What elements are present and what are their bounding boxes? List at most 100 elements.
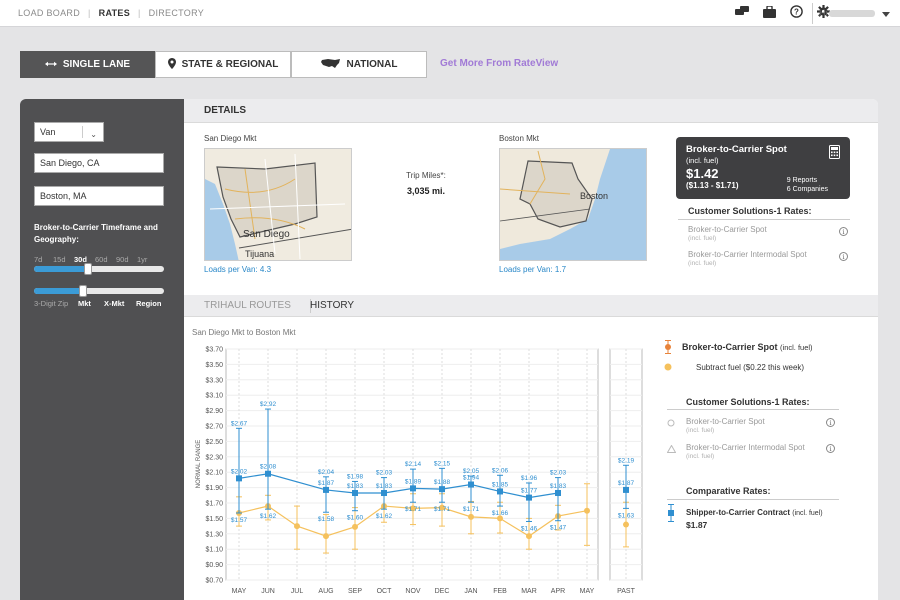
y-tick-label: $1.10 [205,547,223,554]
y-tick-label: $2.50 [205,439,223,446]
legend-cs-item: Broker-to-Carrier Spot (incl. fuel) [686,417,765,435]
user-menu[interactable]: Hi [812,3,890,24]
timeframe-option[interactable]: 15d [53,255,66,264]
filter-panel: Van ⌄ San Diego, CA Boston, MA Broker-to… [20,99,184,600]
data-label: $1.87 [318,480,335,487]
timeframe-slider[interactable] [34,263,164,275]
user-greeting: Hi [819,8,828,18]
details-heading: DETAILS [184,99,878,123]
y-tick-label: $3.30 [205,377,223,384]
nav-directory[interactable]: DIRECTORY [148,8,205,18]
divider [667,409,839,410]
data-label: $1.83 [347,483,364,490]
circle-outline-icon [667,419,675,427]
spot-point [584,507,590,514]
y-tick-label: $2.70 [205,424,223,431]
help-icon[interactable]: ? [790,5,803,18]
chart-title: San Diego Mkt to Boston Mkt [192,328,296,337]
geography-option[interactable]: 3-Digit Zip [34,299,69,308]
geography-option[interactable]: X-Mkt [104,299,125,308]
timeframe-option-selected[interactable]: 30d [74,255,87,264]
data-label: $1.71 [434,506,451,513]
spot-point [468,513,474,520]
timeframe-option[interactable]: 90d [116,255,129,264]
destination-map[interactable]: Boston [499,148,647,261]
y-tick-label: $3.10 [205,393,223,400]
tab-single-lane[interactable]: SINGLE LANE [20,51,155,78]
spot-point [497,515,503,522]
data-label: $2.92 [260,401,277,408]
calculator-icon[interactable] [829,145,840,164]
y-tick-label: $2.10 [205,470,223,477]
map-label: San Diego [243,229,290,240]
nav-load-board[interactable]: LOAD BOARD [18,8,81,18]
equipment-value: Van [40,127,56,137]
tab-national[interactable]: NATIONAL [291,51,427,78]
timeframe-option[interactable]: 7d [34,255,43,264]
timeframe-option[interactable]: 1yr [137,255,148,264]
y-tick-label: $1.90 [205,485,223,492]
nav-rates[interactable]: RATES [98,8,130,18]
y-tick-label: $0.70 [205,578,223,585]
data-label: $2.03 [376,470,393,477]
cs-item-label: Broker-to-Carrier Intermodal Spot [686,443,805,452]
spot-point [294,523,300,530]
triangle-outline-icon [667,445,676,453]
tab-label: NATIONAL [346,59,398,70]
geography-option-selected[interactable]: Mkt [78,299,91,308]
history-chart: $3.70 $3.50 $3.30 $3.10 $2.90 $2.70 $2.50 $2.30… [196,347,643,595]
legend-comp-title: Comparative Rates: [686,486,771,496]
divider [310,299,311,313]
briefcase-icon[interactable] [763,5,776,18]
info-icon[interactable]: i [839,252,848,261]
origin-field[interactable]: San Diego, CA [34,153,164,173]
tab-history[interactable]: HISTORY [310,300,355,311]
tab-trihaul-routes[interactable]: TRIHAUL ROUTES [204,300,291,311]
comp-item-sub: (incl. fuel) [792,510,823,517]
legend-subtract-fuel: Subtract fuel ($0.22 this week) [664,363,804,372]
tab-state-regional[interactable]: STATE & REGIONAL [155,51,291,78]
cs-item-sub: (incl. fuel) [688,235,717,242]
legend-comp-item: Shipper-to-Carrier Contract (incl. fuel) [686,508,823,517]
history-tabs: TRIHAUL ROUTES HISTORY [184,295,878,317]
data-label: $1.71 [405,506,422,513]
timeframe-labels: 7d 15d 30d 60d 90d 1yr [34,255,157,264]
origin-map[interactable]: San Diego Tijuana [204,148,352,261]
destination-field[interactable]: Boston, MA [34,186,164,206]
contract-point [468,481,474,488]
geography-slider[interactable] [34,285,164,297]
geography-option[interactable]: Region [136,299,162,308]
rateview-link[interactable]: Get More From RateView [440,58,559,69]
spot-point [623,521,629,528]
x-tick-label: NOV [405,588,421,595]
data-label: $2.02 [231,468,248,475]
timeframe-slider-handle[interactable] [84,263,92,275]
data-label: $1.47 [550,525,567,532]
chevron-down-icon: ⌄ [90,130,97,139]
nav-icons: ? [735,5,830,18]
contract-point [352,489,358,496]
gear-icon[interactable] [817,5,830,18]
data-label: $1.57 [231,517,248,524]
geography-slider-handle[interactable] [79,285,87,297]
data-label: $2.08 [260,464,277,471]
map-label: Boston [580,191,608,201]
arrow-both-icon [44,59,57,70]
equipment-select[interactable]: Van ⌄ [34,122,104,142]
contract-point [236,475,242,482]
spot-point [526,533,532,540]
data-label: $1.98 [347,473,364,480]
info-icon[interactable]: i [839,227,848,236]
contract-point [439,486,445,493]
info-icon[interactable]: i [826,444,835,453]
geography-labels: 3-Digit Zip Mkt X-Mkt Region [34,299,166,308]
contract-point [410,485,416,492]
timeframe-option[interactable]: 60d [95,255,108,264]
chat-icon[interactable] [735,5,749,18]
cs-item: Broker-to-Carrier Intermodal Spot (incl.… [688,250,807,268]
info-icon[interactable]: i [826,418,835,427]
contract-line [238,473,559,499]
x-tick-label: JUN [261,588,275,595]
trip-miles-label: Trip Miles*: [406,171,446,180]
main-panel: DETAILS San Diego Mkt San Diego Tijuana … [184,99,878,600]
